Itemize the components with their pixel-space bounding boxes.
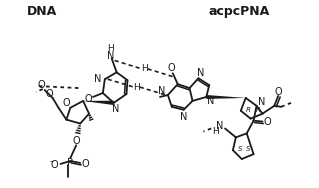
Text: R: R	[246, 107, 251, 113]
Text: O: O	[263, 117, 271, 127]
Text: O: O	[81, 159, 89, 169]
Text: O: O	[274, 87, 282, 97]
Text: P: P	[67, 158, 73, 168]
Polygon shape	[83, 101, 114, 105]
Text: O: O	[72, 136, 80, 146]
Text: N: N	[107, 51, 115, 61]
Text: -: -	[50, 156, 54, 166]
Text: R: R	[256, 107, 261, 113]
Text: N: N	[258, 97, 265, 107]
Polygon shape	[206, 95, 246, 99]
Text: H: H	[212, 127, 219, 136]
Text: N: N	[216, 121, 224, 130]
Text: N: N	[94, 74, 102, 84]
Text: H: H	[141, 64, 148, 73]
Text: O: O	[84, 94, 92, 104]
Text: O: O	[46, 89, 54, 99]
Text: H: H	[108, 44, 114, 53]
Text: acpcPNA: acpcPNA	[208, 5, 270, 18]
Text: N: N	[206, 96, 214, 106]
Text: N: N	[197, 68, 204, 78]
Text: S: S	[238, 146, 242, 152]
Text: S: S	[246, 146, 251, 152]
Text: N: N	[158, 86, 166, 96]
Text: O: O	[167, 63, 174, 73]
Text: DNA: DNA	[27, 5, 57, 18]
Text: O: O	[38, 80, 46, 90]
Text: H: H	[133, 83, 140, 92]
Text: N: N	[180, 112, 187, 122]
Text: N: N	[112, 104, 119, 114]
Text: O: O	[51, 160, 58, 170]
Text: O: O	[63, 98, 70, 108]
